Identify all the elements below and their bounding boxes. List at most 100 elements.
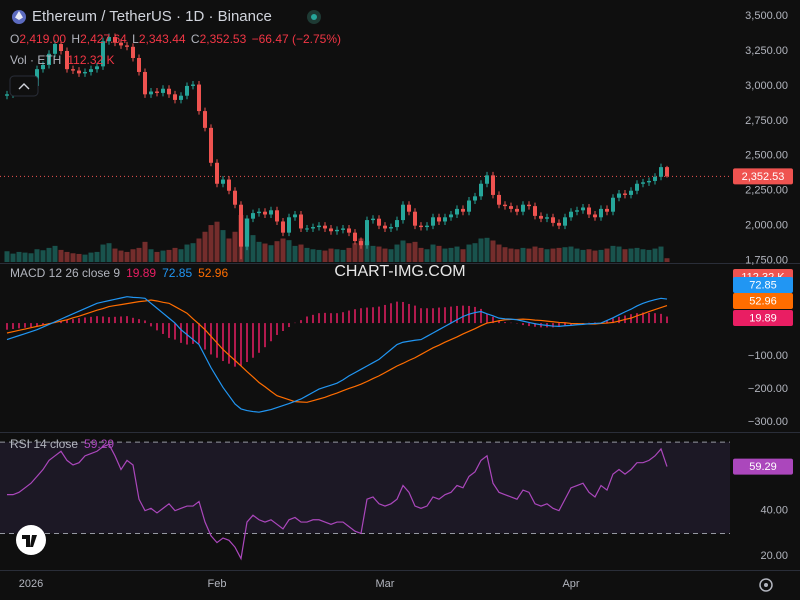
candle-body xyxy=(611,197,615,212)
volume-bar xyxy=(550,248,556,262)
macd-histogram-bar xyxy=(414,305,416,324)
volume-bar xyxy=(262,243,268,262)
settings-icon-center xyxy=(764,583,768,587)
volume-bar xyxy=(58,249,64,262)
macd-histogram-bar xyxy=(648,312,650,324)
logo-badge[interactable] xyxy=(16,525,46,555)
macd-histogram-bar xyxy=(66,319,68,324)
volume-bar xyxy=(190,243,196,262)
candle-body xyxy=(83,71,87,74)
volume-bar xyxy=(118,250,124,262)
volume-bar xyxy=(184,244,190,262)
candle-body xyxy=(617,193,621,198)
front-layer: 3,500.00 3,250.00 3,000.00 2,750.00 2,500.00… xyxy=(5,10,793,590)
macd-histogram-bar xyxy=(240,323,242,366)
settings-icon[interactable] xyxy=(759,578,773,592)
macd-histogram-bar xyxy=(456,305,458,324)
candle-body xyxy=(155,91,159,93)
macd-histogram-bar xyxy=(384,304,386,324)
candle-body xyxy=(209,127,213,163)
volume-bar xyxy=(298,244,304,262)
candle-body xyxy=(89,69,93,72)
macd-histogram-bar xyxy=(24,323,26,328)
candle-body xyxy=(59,44,63,52)
rsi-badge xyxy=(733,458,793,475)
candle-body xyxy=(101,41,105,67)
macd-histogram-bar xyxy=(228,323,230,364)
candle-body xyxy=(359,241,363,246)
macd-histogram-bar xyxy=(660,313,662,324)
macd-histogram-bar xyxy=(366,307,368,324)
last-price-label: 2,352.53 xyxy=(742,171,785,183)
candle-body xyxy=(371,218,375,221)
y-tick-label: 2,000.00 xyxy=(745,220,788,232)
volume-bar xyxy=(340,249,346,262)
candle-body xyxy=(635,183,639,191)
low-key: L xyxy=(132,32,139,46)
candle-body xyxy=(563,217,567,226)
candle-body xyxy=(443,217,447,222)
symbol-title: Ethereum / TetherUS · 1D · Binance xyxy=(32,8,272,25)
macd-histogram-bar xyxy=(18,323,20,329)
macd-histogram-bar xyxy=(336,313,338,324)
candle-body xyxy=(473,196,477,201)
volume-bar xyxy=(88,252,94,262)
macd-histogram-bar xyxy=(522,323,524,326)
candle-body xyxy=(449,214,453,218)
volume-bar xyxy=(268,245,274,262)
volume-bar xyxy=(148,249,154,262)
candle-body xyxy=(305,228,309,230)
volume-bar xyxy=(622,249,628,262)
candle-body xyxy=(233,190,237,205)
candle-body xyxy=(521,204,525,212)
volume-bar xyxy=(226,238,232,262)
candle-body xyxy=(599,208,603,218)
volume-bar xyxy=(574,248,580,262)
macd-histogram-bar xyxy=(324,312,326,324)
volume-bar xyxy=(304,247,310,262)
volume-bar xyxy=(400,240,406,262)
high-key: H xyxy=(71,32,80,46)
candle-body xyxy=(437,217,441,222)
volume-bar xyxy=(154,251,160,262)
macd-histogram-bar xyxy=(594,322,596,324)
macd-histogram-bar xyxy=(396,301,398,324)
macd-histogram-bar xyxy=(114,316,116,324)
volume-bar xyxy=(472,243,478,262)
macd-hist-value: 19.89 xyxy=(126,266,156,280)
macd-signal-value: 52.96 xyxy=(198,266,228,280)
candle-body xyxy=(401,204,405,221)
ohlc-legend: O2,419.00 H2,427.64 L2,343.44 C2,352.53 … xyxy=(10,32,341,46)
macd-histogram-bar xyxy=(444,307,446,324)
volume-bar xyxy=(544,249,550,262)
y-tick-label: −200.00 xyxy=(748,383,788,395)
volume-bar xyxy=(496,244,502,262)
volume-bar xyxy=(310,249,316,262)
candle-body xyxy=(257,211,261,214)
open-key: O xyxy=(10,32,19,46)
macd-badge xyxy=(733,310,793,326)
macd-histogram-bar xyxy=(204,323,206,350)
volume-bar xyxy=(358,238,364,262)
volume-bar xyxy=(112,248,118,262)
macd-histogram-bar xyxy=(84,317,86,324)
volume-bar xyxy=(412,241,418,262)
y-tick-label: 2,250.00 xyxy=(745,185,788,197)
x-tick-label: Mar xyxy=(376,578,395,590)
candle-body xyxy=(653,176,657,181)
volume-bar xyxy=(628,248,634,262)
y-tick-label: 1,750.00 xyxy=(745,255,788,267)
candle-body xyxy=(131,46,135,58)
macd-histogram-bar xyxy=(666,316,668,324)
y-tick-label: 3,500.00 xyxy=(745,10,788,22)
macd-histogram-bar xyxy=(42,323,44,326)
macd-histogram-bar xyxy=(36,323,38,327)
volume-bar xyxy=(616,246,622,262)
candle-body xyxy=(197,84,201,112)
candle-body xyxy=(245,218,249,247)
collapse-button[interactable] xyxy=(9,75,39,97)
macd-histogram-bar xyxy=(216,323,218,358)
candle-body xyxy=(569,211,573,218)
candle-body xyxy=(659,167,663,177)
